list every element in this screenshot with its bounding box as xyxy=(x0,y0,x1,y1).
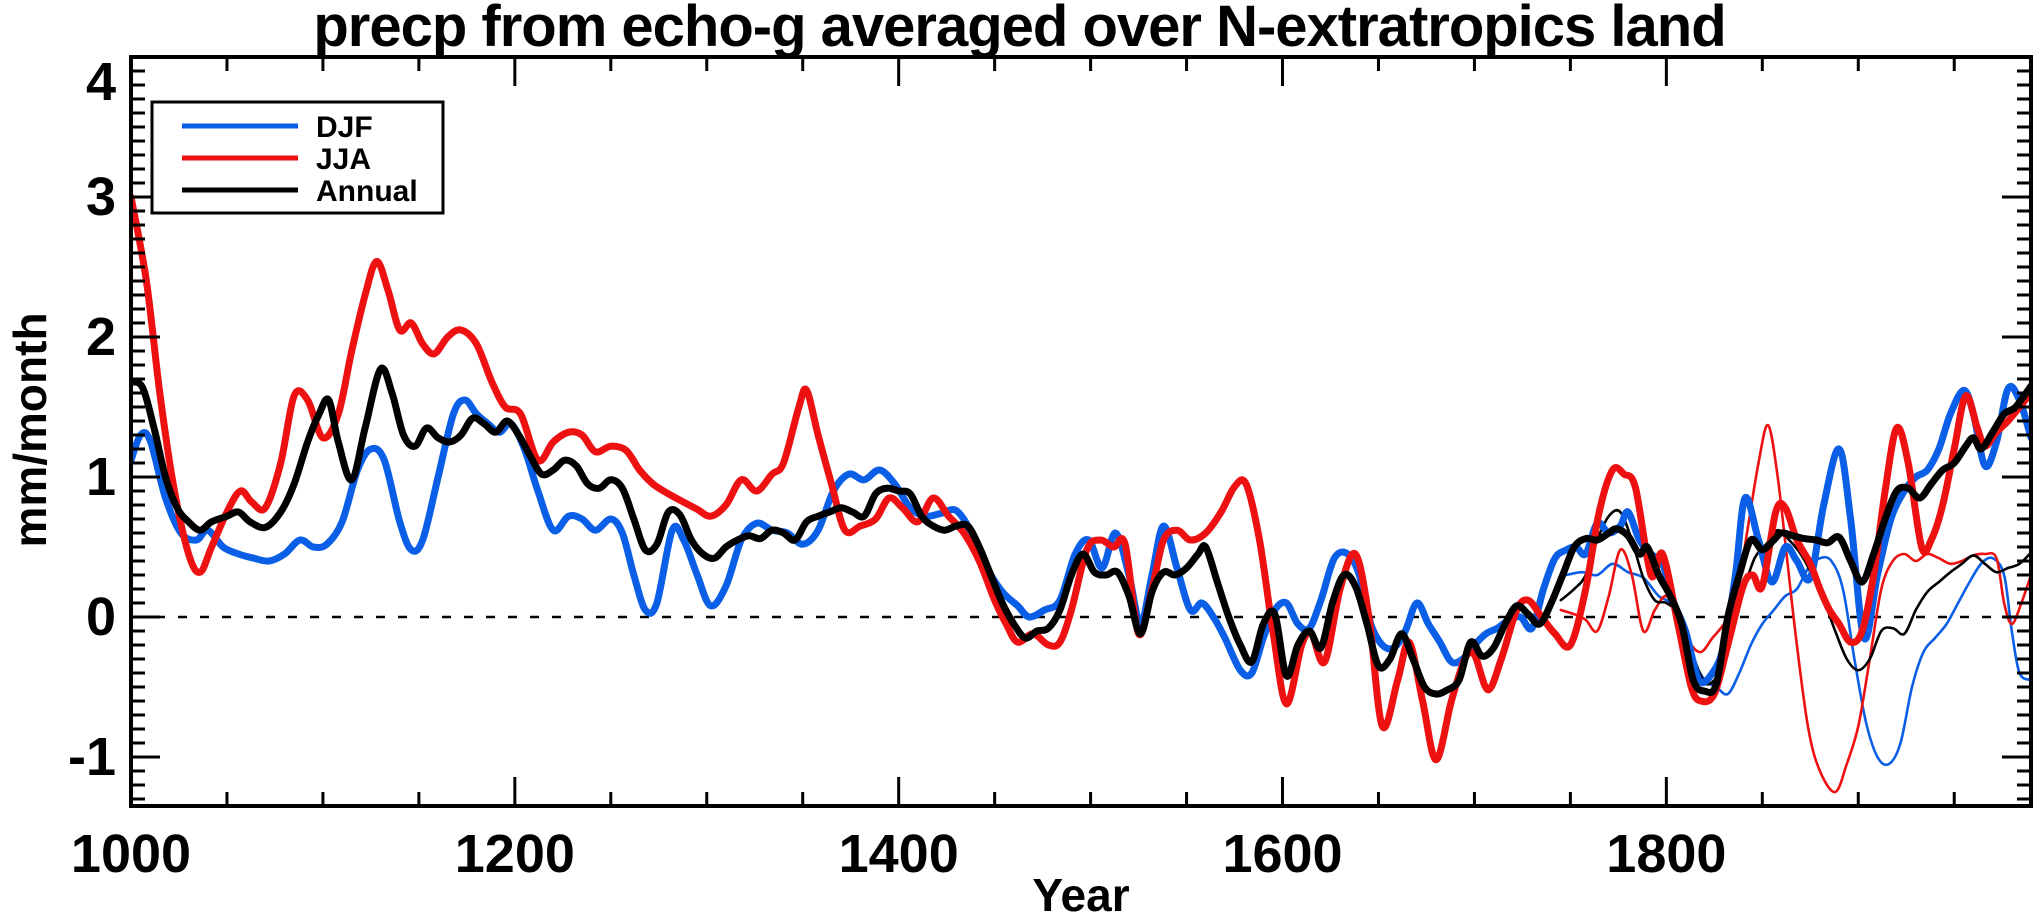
y-tick-label: 0 xyxy=(86,587,116,647)
legend-label-annual: Annual xyxy=(316,175,418,208)
series-annual-recent-line xyxy=(1559,509,2031,686)
y-tick-label: 2 xyxy=(86,307,116,367)
x-tick-label: 1200 xyxy=(455,824,575,884)
x-tick-label: 1800 xyxy=(1606,824,1726,884)
x-tick-label: 1000 xyxy=(71,824,191,884)
x-tick-label: 1600 xyxy=(1222,824,1342,884)
series-annual-line xyxy=(131,364,2031,698)
x-axis-label: Year xyxy=(1032,869,1130,921)
series-jja-line xyxy=(131,193,2031,764)
series-jja-recent-line xyxy=(1559,423,2031,794)
y-tick-label: 1 xyxy=(86,447,116,507)
y-tick-label: 4 xyxy=(86,52,116,112)
series-djf-line xyxy=(131,382,2031,687)
y-tick-label: 3 xyxy=(86,167,116,227)
legend-label-djf: DJF xyxy=(316,111,373,144)
y-tick-label: -1 xyxy=(68,727,116,787)
x-tick-label: 1400 xyxy=(839,824,959,884)
chart-title: precp from echo-g averaged over N-extrat… xyxy=(313,0,1726,59)
legend-label-jja: JJA xyxy=(316,143,371,176)
plot-frame xyxy=(129,55,2033,808)
